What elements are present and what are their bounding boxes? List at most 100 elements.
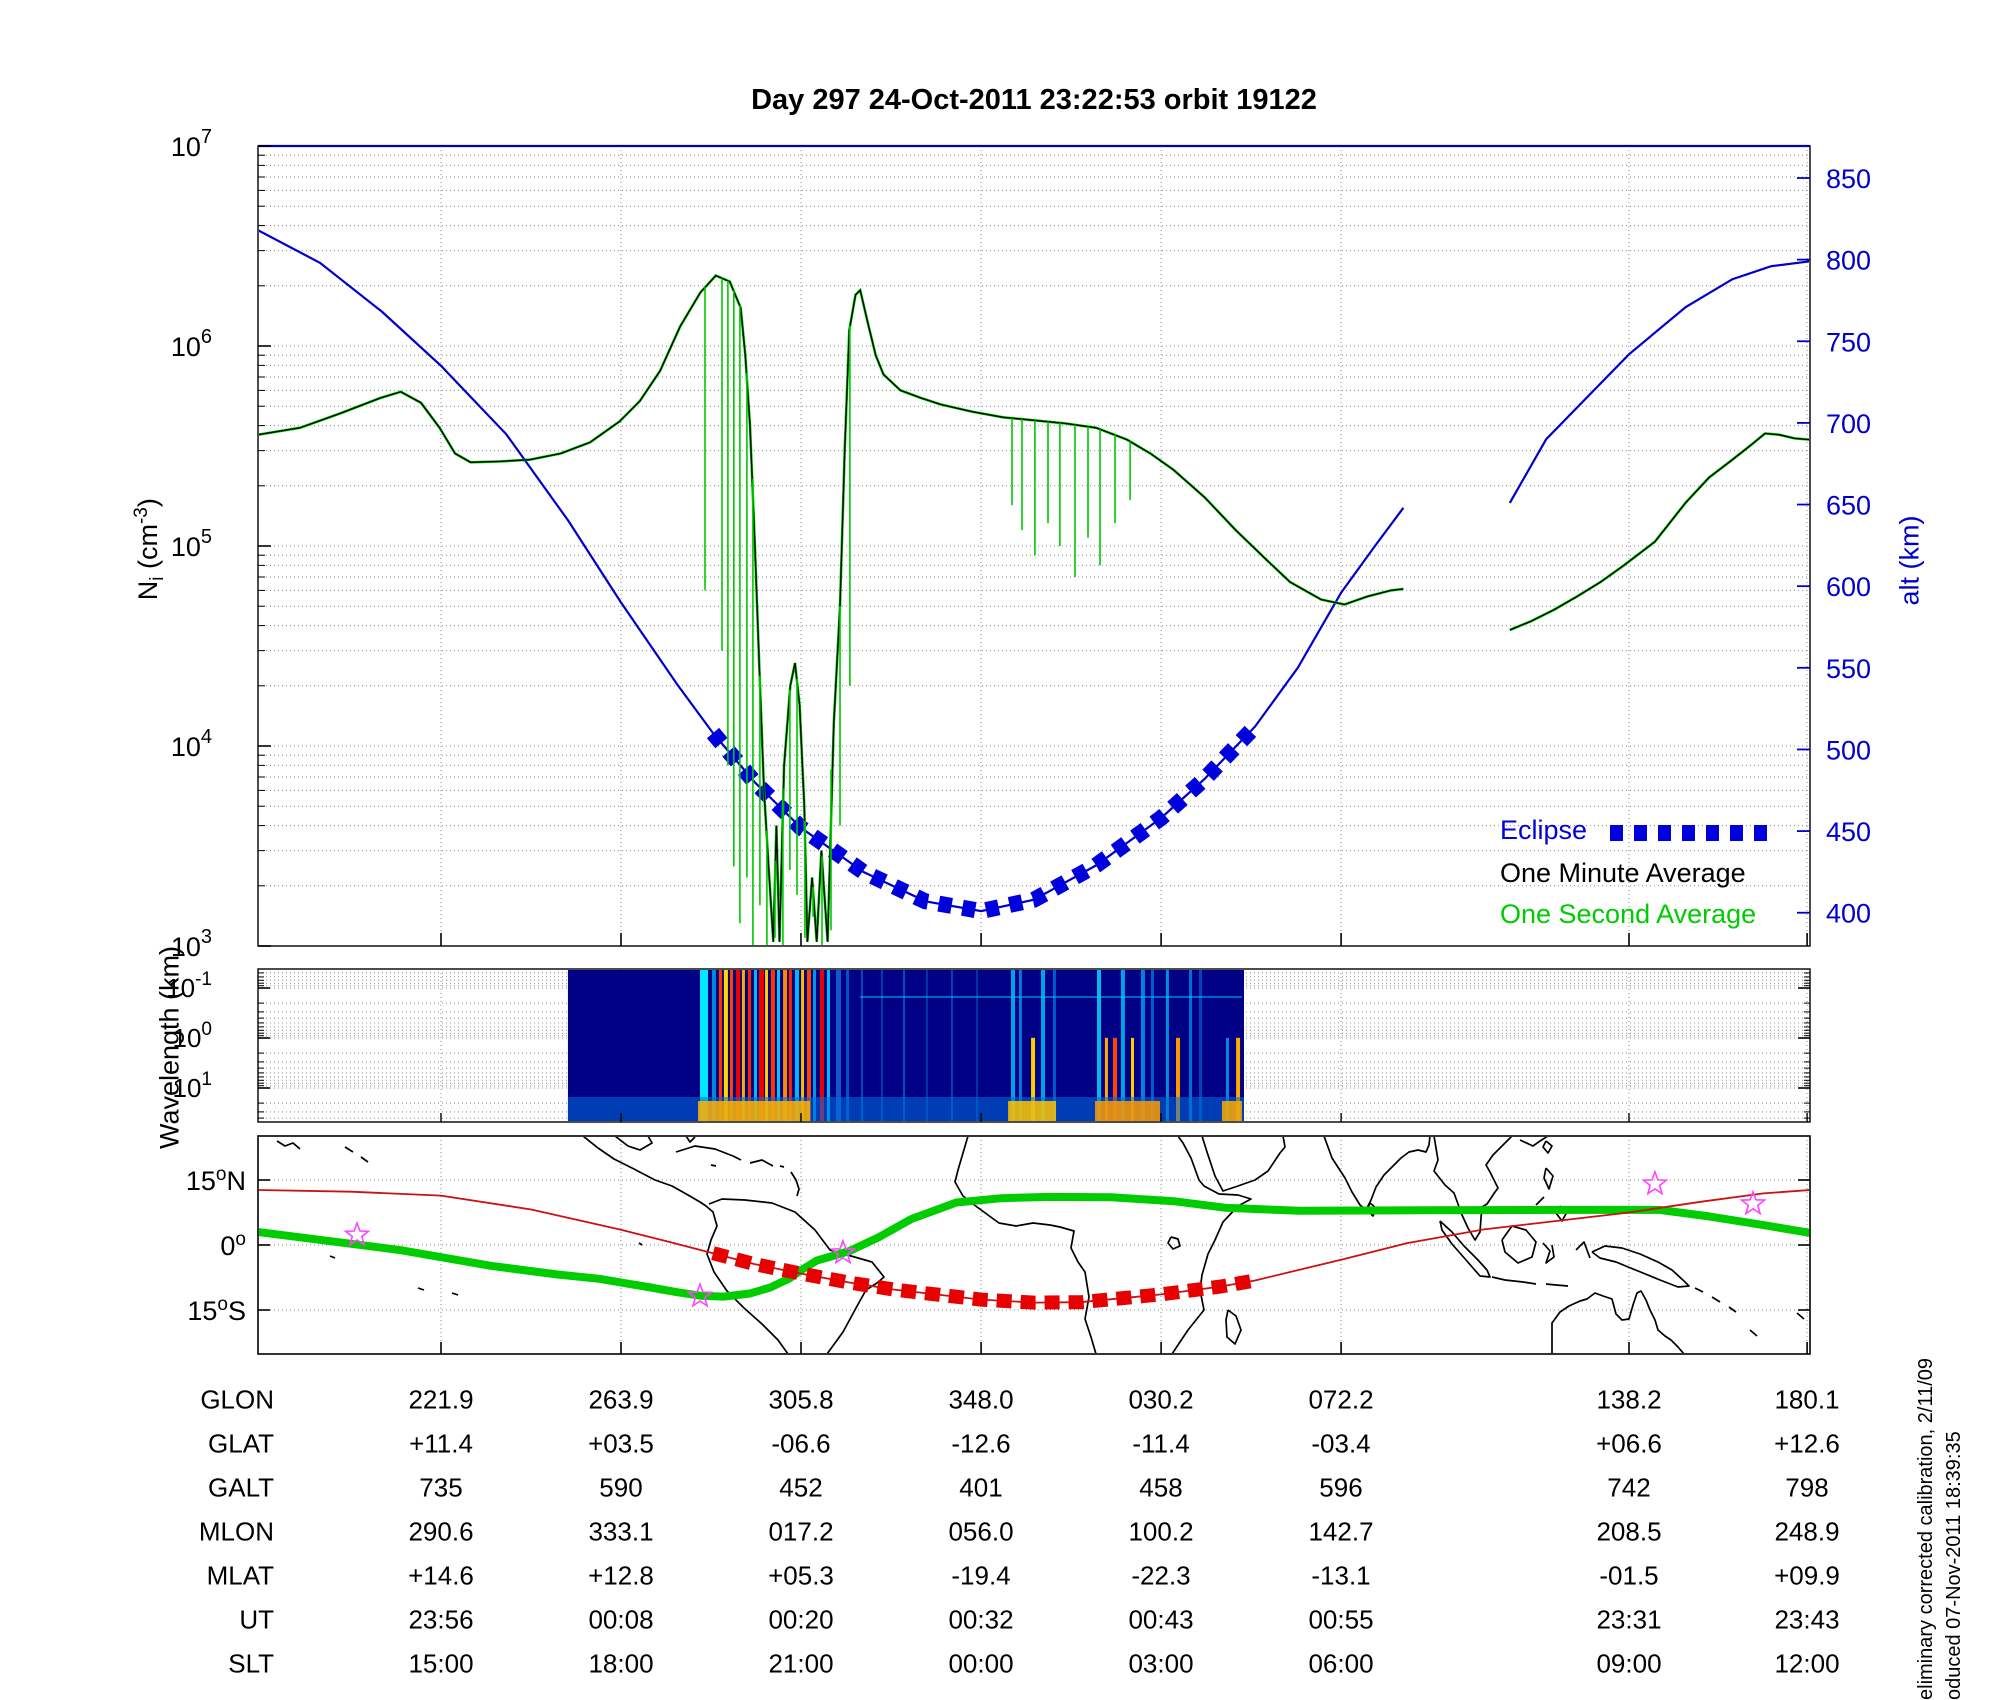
coastline	[1167, 1236, 1181, 1250]
coastline	[614, 1137, 653, 1151]
coastline	[1749, 1329, 1758, 1337]
map-lat-label: 0o	[220, 1229, 246, 1261]
density-panel-series	[259, 229, 1809, 945]
table-row-label: MLAT	[206, 1560, 274, 1591]
coastline	[1542, 1140, 1553, 1154]
table-cell: 248.9	[1774, 1516, 1840, 1547]
table-row-label: MLON	[198, 1516, 274, 1547]
y-tick-label-density: 104	[171, 726, 212, 762]
spectrogram-stripe	[950, 970, 953, 1121]
alt-tick-label: 700	[1826, 409, 1871, 439]
coastline	[790, 1171, 800, 1197]
table-cell: 00:00	[948, 1648, 1014, 1679]
ground-station-star	[1739, 1189, 1767, 1216]
spectrogram-stripe	[835, 970, 841, 1121]
coastline	[1439, 1220, 1491, 1278]
y-tick-label-density: 107	[171, 126, 212, 162]
ground-station-star	[1641, 1169, 1669, 1196]
coastline	[1171, 1137, 1252, 1353]
spectrogram-stripe	[819, 970, 824, 1121]
altitude-curve	[1508, 260, 1809, 504]
table-row-label: UT	[239, 1604, 274, 1635]
coastline	[1543, 1167, 1554, 1190]
table-cell: 348.0	[948, 1384, 1014, 1415]
table-cell: 00:32	[948, 1604, 1014, 1635]
y-axis-label-density: Ni (cm-3)	[131, 439, 169, 659]
table-cell: 030.2	[1128, 1384, 1194, 1415]
coastline	[1535, 1196, 1545, 1206]
spectrogram-stripe	[1165, 970, 1169, 1121]
legend-label: Eclipse	[1500, 815, 1588, 845]
table-cell: 458	[1139, 1472, 1183, 1503]
table-cell: +12.8	[588, 1560, 654, 1591]
spectrogram-stripe	[700, 970, 709, 1121]
spectrogram-stripe	[925, 970, 928, 1121]
alt-tick-label: 550	[1826, 654, 1871, 684]
spectrogram-stripe	[736, 970, 741, 1121]
one-second-average-curve	[1509, 432, 1809, 632]
spectrogram-bottom-patch	[697, 1101, 811, 1121]
tspan-shape: 5	[201, 526, 212, 548]
spectrogram-stripe	[806, 970, 811, 1121]
spectrogram-stripe	[783, 970, 788, 1121]
coastline	[1542, 1242, 1555, 1264]
spectrogram-stripe	[758, 970, 764, 1121]
table-row-label: GLAT	[208, 1428, 274, 1459]
table-cell: -22.3	[1131, 1560, 1191, 1591]
spectrogram-stripe	[1198, 970, 1202, 1121]
table-cell: +03.5	[588, 1428, 654, 1459]
spectrogram-stripe	[1018, 970, 1022, 1121]
spectrogram-bottom-patch	[1221, 1101, 1242, 1121]
eclipse-dashed-arc	[706, 721, 1261, 920]
legend-label: One Second Average	[1500, 899, 1757, 929]
side-note-calibration: Preliminary corrected calibration, 2/11/…	[1915, 1357, 1937, 1700]
eclipse-ground-track-dashed	[711, 1246, 1257, 1310]
ni-sup: -3	[130, 507, 152, 525]
spectrogram-stripe	[1131, 1037, 1134, 1121]
table-cell: 072.2	[1308, 1384, 1374, 1415]
table-row-label: SLT	[228, 1648, 274, 1679]
table-cell: 03:00	[1128, 1648, 1194, 1679]
coastline	[1694, 1287, 1704, 1293]
table-cell: 100.2	[1128, 1516, 1194, 1547]
table-cell: +12.6	[1774, 1428, 1840, 1459]
table-cell: +06.6	[1596, 1428, 1662, 1459]
spectrogram-stripe	[754, 970, 758, 1121]
spectrogram-stripe	[846, 970, 850, 1121]
table-cell: 23:43	[1774, 1604, 1840, 1635]
table-cell: 263.9	[588, 1384, 654, 1415]
table-cell: 06:00	[1308, 1648, 1374, 1679]
table-cell: 21:00	[768, 1648, 834, 1679]
alt-tick-label: 400	[1826, 899, 1871, 929]
spectrogram-stripe	[1140, 970, 1145, 1121]
table-cell: 23:31	[1596, 1604, 1662, 1635]
one-minute-average-curve	[1509, 432, 1809, 631]
spectrogram-bottom-patch	[1094, 1101, 1161, 1121]
spectrogram-stripe	[1097, 970, 1102, 1121]
table-cell: 596	[1319, 1472, 1363, 1503]
spectrogram-stripe	[729, 970, 733, 1121]
spectrogram-stripe	[788, 970, 792, 1121]
tspan-shape: S	[228, 1296, 246, 1326]
tspan-shape: 7	[201, 126, 212, 148]
spectrogram-stripe	[860, 970, 863, 1121]
table-cell: 333.1	[588, 1516, 654, 1547]
table-cell: 590	[599, 1472, 643, 1503]
coastline	[1201, 1137, 1286, 1192]
magnetic-equator-line	[259, 1192, 1809, 1301]
side-note-produced: Produced 07-Nov-2011 18:39:35	[1943, 1431, 1965, 1700]
ground-station-star	[829, 1238, 857, 1265]
one-minute-average-curve	[259, 274, 1404, 942]
tspan-shape: o	[235, 1229, 246, 1250]
y-axis-label-altitude: alt (km)	[1894, 515, 1925, 606]
tspan-shape: -1	[195, 969, 212, 990]
table-cell: 142.7	[1308, 1516, 1374, 1547]
table-cell: 00:08	[588, 1604, 654, 1635]
table-cell: 056.0	[948, 1516, 1014, 1547]
coastline	[582, 1137, 789, 1353]
table-cell: 18:00	[588, 1648, 654, 1679]
ni-sub: i	[147, 576, 169, 581]
table-cell: -01.5	[1599, 1560, 1659, 1591]
map-content	[259, 1137, 1809, 1353]
